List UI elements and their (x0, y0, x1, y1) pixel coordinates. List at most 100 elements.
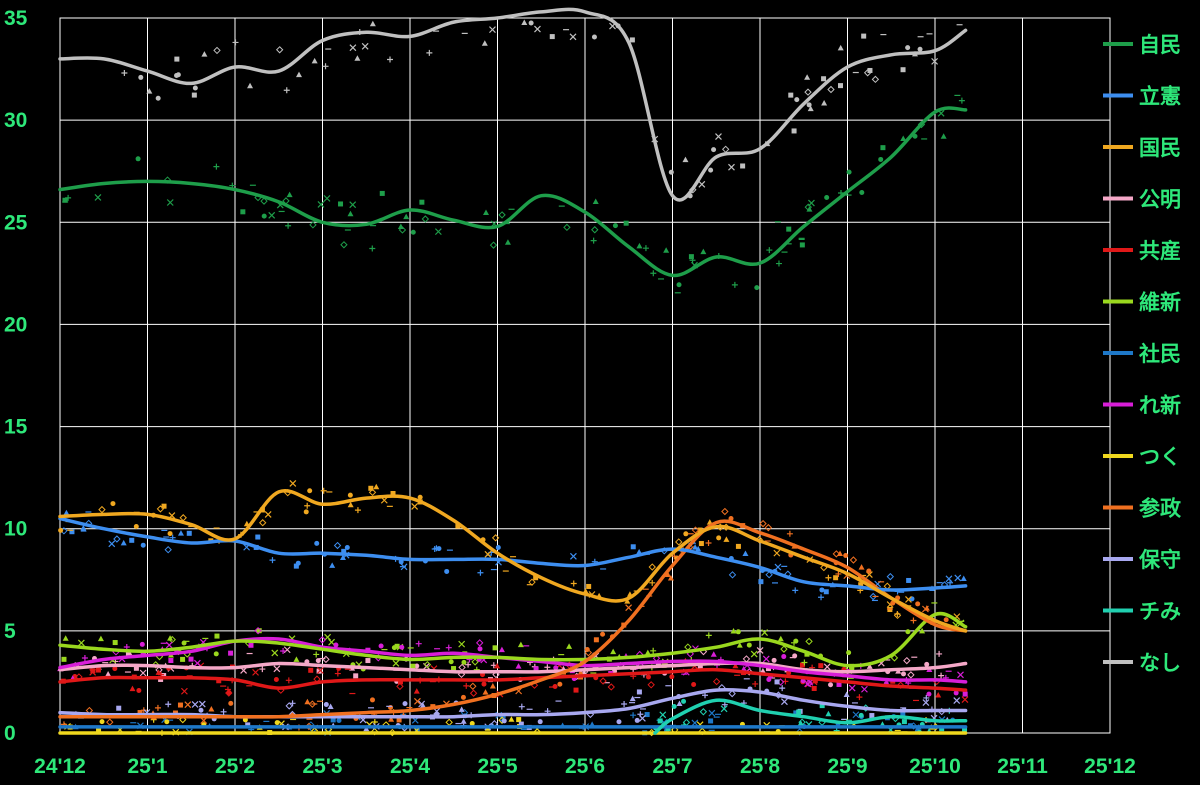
poll-point (455, 523, 461, 529)
poll-point (962, 691, 968, 697)
poll-point (676, 282, 682, 288)
legend-label: 国民 (1139, 136, 1181, 160)
poll-point (248, 642, 254, 648)
series-line-5 (58, 611, 968, 668)
poll-point (192, 85, 198, 91)
poll-point (553, 665, 559, 671)
poll-point (434, 228, 442, 236)
x-axis-ticks: 24'12 25'1 25'2 25'3 25'4 25'5 25'6 25'7 25'8 25'… (34, 755, 1136, 778)
poll-point (379, 190, 385, 196)
poll-point (856, 694, 863, 701)
poll-point (320, 487, 327, 494)
poll-point (880, 145, 886, 151)
poll-point (295, 560, 301, 566)
poll-point (697, 527, 703, 533)
poll-point (764, 523, 773, 532)
poll-point (794, 97, 800, 103)
poll-point (922, 699, 930, 706)
x-tick-label: 25'7 (652, 755, 692, 778)
poll-point (650, 647, 657, 654)
poll-point (80, 526, 87, 532)
poll-point (482, 689, 489, 695)
poll-point (398, 226, 407, 234)
poll-point (858, 582, 864, 588)
poll-point (644, 649, 651, 656)
poll-point (411, 502, 419, 510)
poll-point (728, 516, 734, 522)
poll-point (388, 716, 395, 722)
poll-point (926, 691, 932, 697)
poll-point (477, 569, 484, 576)
poll-point (469, 689, 478, 697)
poll-point (120, 539, 127, 546)
poll-point (259, 666, 266, 673)
poll-point (330, 717, 336, 723)
poll-point (833, 575, 839, 581)
poll-point (508, 716, 515, 722)
poll-point (698, 541, 704, 547)
poll-point (821, 76, 827, 82)
series-lines (58, 7, 968, 735)
poll-point (824, 195, 830, 201)
poll-point (795, 728, 804, 736)
poll-point (417, 494, 423, 500)
poll-point (105, 671, 112, 677)
poll-point (832, 550, 841, 558)
poll-point (780, 645, 788, 653)
y-tick-label: 30 (4, 109, 27, 132)
poll-point (354, 507, 361, 514)
x-tick-label: 25'9 (827, 755, 867, 778)
x-tick-label: 25'10 (909, 755, 961, 778)
poll-point (216, 678, 222, 684)
poll-point (283, 646, 291, 654)
poll-point (191, 700, 199, 708)
poll-point (482, 209, 489, 215)
legend-label: 社民 (1138, 342, 1181, 366)
poll-point (848, 684, 856, 692)
poll-point (451, 666, 457, 672)
poll-point (812, 678, 818, 684)
legend-label: 公明 (1139, 188, 1181, 212)
poll-point (515, 663, 522, 669)
poll-point (819, 587, 825, 593)
poll-point (481, 681, 487, 687)
poll-point (905, 45, 911, 51)
poll-point (353, 673, 359, 679)
poll-point (484, 550, 492, 558)
poll-point (392, 659, 400, 667)
poll-point (938, 672, 945, 679)
poll-point (461, 659, 467, 665)
poll-point (338, 201, 344, 207)
poll-point (421, 215, 430, 223)
series-line-11 (653, 698, 968, 735)
poll-point (245, 722, 251, 728)
poll-point (129, 685, 136, 692)
poll-point (65, 194, 72, 201)
poll-point (708, 167, 714, 173)
poll-point (388, 704, 394, 710)
poll-point (322, 655, 330, 664)
poll-point (423, 660, 432, 669)
poll-point (566, 643, 573, 649)
poll-point (481, 40, 488, 46)
poll-point (518, 703, 525, 710)
legend-label: れ新 (1139, 394, 1181, 418)
poll-point (324, 633, 332, 641)
poll-point (518, 721, 524, 727)
poll-point (644, 712, 650, 718)
poll-point (264, 511, 272, 518)
poll-point (295, 71, 302, 78)
poll-point (240, 209, 246, 215)
poll-point (801, 659, 808, 666)
poll-point (369, 697, 375, 703)
poll-point (89, 668, 97, 676)
poll-point (746, 642, 752, 648)
poll-point (584, 647, 590, 653)
poll-point (648, 563, 656, 571)
poll-point (368, 488, 377, 497)
poll-point (146, 88, 153, 94)
poll-point (155, 95, 161, 101)
poll-point (837, 44, 844, 51)
